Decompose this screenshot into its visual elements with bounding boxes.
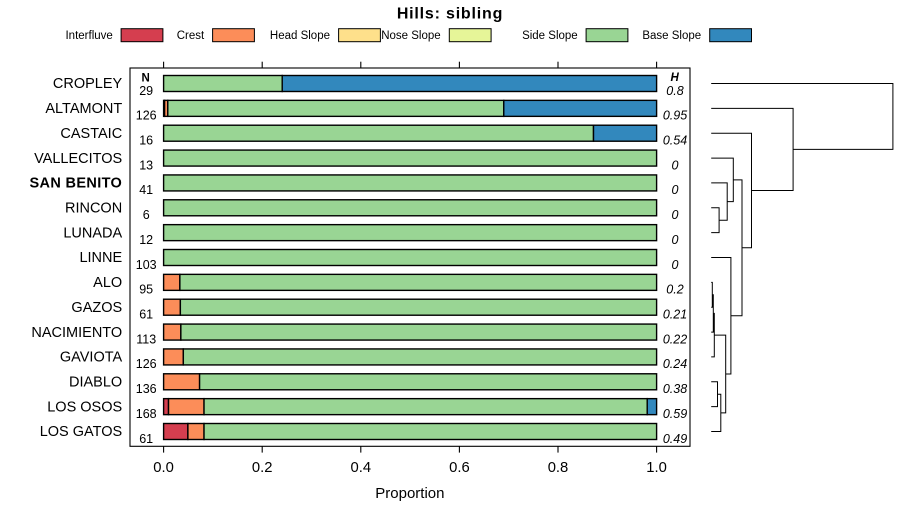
svg-text:GAVIOTA: GAVIOTA <box>60 350 123 366</box>
svg-text:103: 103 <box>136 258 157 272</box>
svg-text:12: 12 <box>139 233 153 247</box>
svg-text:0.8: 0.8 <box>666 84 683 98</box>
svg-text:LUNADA: LUNADA <box>63 225 122 241</box>
svg-text:Side Slope: Side Slope <box>522 30 578 42</box>
svg-text:LOS OSOS: LOS OSOS <box>47 399 122 415</box>
svg-text:61: 61 <box>139 432 153 446</box>
svg-text:RINCON: RINCON <box>65 201 122 217</box>
svg-text:0: 0 <box>672 258 679 272</box>
svg-text:0: 0 <box>672 233 679 247</box>
svg-text:126: 126 <box>136 357 157 371</box>
svg-text:DIABLO: DIABLO <box>69 375 122 391</box>
svg-text:1.0: 1.0 <box>646 460 667 476</box>
svg-text:Crest: Crest <box>177 30 205 42</box>
svg-text:LINNE: LINNE <box>79 250 122 266</box>
svg-text:126: 126 <box>136 109 157 123</box>
svg-text:Proportion: Proportion <box>375 485 444 502</box>
svg-text:0.0: 0.0 <box>153 460 174 476</box>
svg-text:NACIMIENTO: NACIMIENTO <box>31 325 122 341</box>
svg-text:0: 0 <box>672 158 679 172</box>
svg-text:0.95: 0.95 <box>663 109 687 123</box>
svg-text:LOS GATOS: LOS GATOS <box>40 424 122 440</box>
svg-text:95: 95 <box>139 283 153 297</box>
svg-text:0.21: 0.21 <box>663 308 687 322</box>
svg-text:N: N <box>142 72 150 84</box>
svg-text:41: 41 <box>139 183 153 197</box>
svg-text:61: 61 <box>139 308 153 322</box>
svg-text:ALO: ALO <box>93 275 122 291</box>
svg-text:GAZOS: GAZOS <box>71 300 122 316</box>
svg-text:CROPLEY: CROPLEY <box>53 76 123 92</box>
svg-text:168: 168 <box>136 407 157 421</box>
svg-text:Interfluve: Interfluve <box>65 30 112 42</box>
svg-text:0: 0 <box>672 183 679 197</box>
svg-text:VALLECITOS: VALLECITOS <box>34 151 122 167</box>
svg-text:SAN BENITO: SAN BENITO <box>30 176 123 192</box>
svg-text:0.4: 0.4 <box>351 460 372 476</box>
svg-text:CASTAIC: CASTAIC <box>60 126 122 142</box>
svg-text:0.2: 0.2 <box>666 283 683 297</box>
svg-text:Head Slope: Head Slope <box>270 30 330 42</box>
svg-text:136: 136 <box>136 382 157 396</box>
svg-text:0.49: 0.49 <box>663 432 687 446</box>
svg-text:0.38: 0.38 <box>663 382 687 396</box>
svg-text:Hills: sibling: Hills: sibling <box>397 5 503 22</box>
svg-text:0.54: 0.54 <box>663 134 687 148</box>
svg-text:Base Slope: Base Slope <box>642 30 701 42</box>
svg-text:13: 13 <box>139 158 153 172</box>
svg-text:0.59: 0.59 <box>663 407 687 421</box>
svg-text:16: 16 <box>139 134 153 148</box>
svg-text:0.24: 0.24 <box>663 357 687 371</box>
svg-text:H: H <box>671 72 680 84</box>
svg-text:ALTAMONT: ALTAMONT <box>45 101 122 117</box>
svg-text:29: 29 <box>139 84 153 98</box>
svg-text:0.2: 0.2 <box>252 460 273 476</box>
svg-text:6: 6 <box>143 208 150 222</box>
svg-text:0.6: 0.6 <box>449 460 470 476</box>
svg-text:0.8: 0.8 <box>548 460 569 476</box>
svg-text:113: 113 <box>136 332 156 346</box>
svg-text:0.22: 0.22 <box>663 332 687 346</box>
svg-text:Nose Slope: Nose Slope <box>381 30 440 42</box>
svg-text:0: 0 <box>672 208 679 222</box>
